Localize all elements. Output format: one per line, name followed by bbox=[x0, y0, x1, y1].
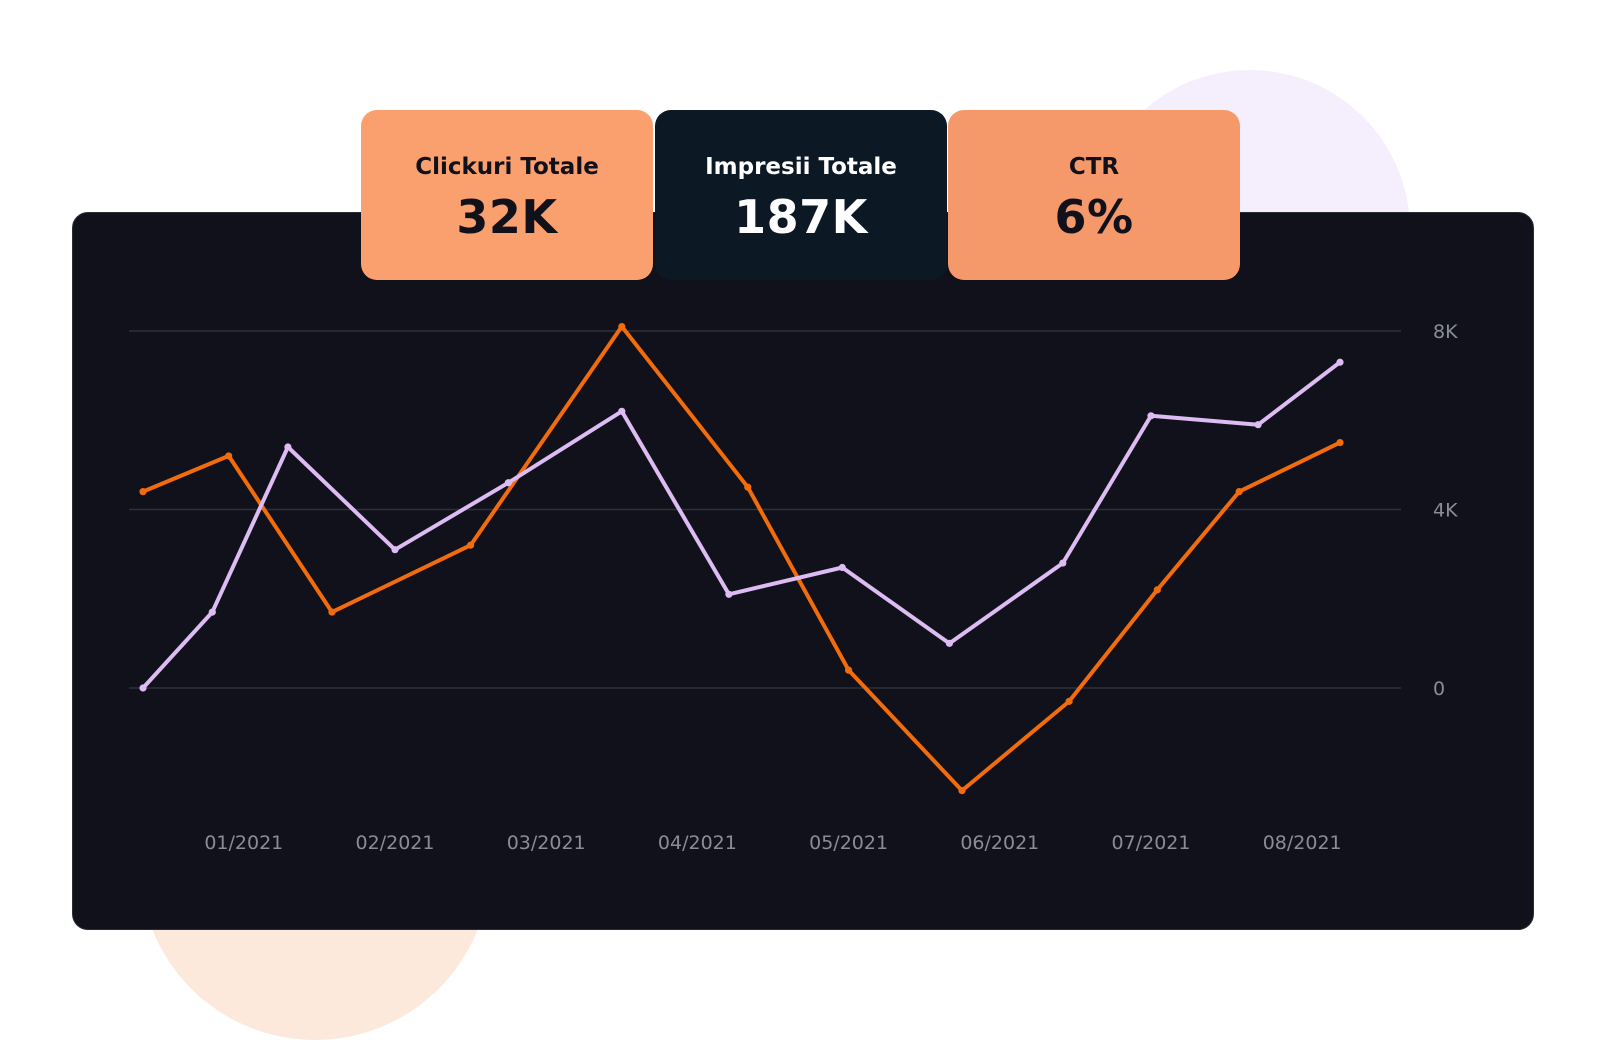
line-chart: 8K 4K 0 01/2021 02/2021 03/2021 04/2021 05/2021… bbox=[129, 321, 1458, 854]
y-tick-label: 0 bbox=[1433, 678, 1445, 700]
data-point bbox=[225, 452, 233, 460]
x-tick-label: 02/2021 bbox=[356, 832, 435, 854]
data-point bbox=[1153, 586, 1161, 594]
data-point bbox=[618, 322, 626, 331]
x-tick-label: 05/2021 bbox=[809, 832, 888, 854]
y-tick-label: 8K bbox=[1433, 321, 1458, 343]
data-point bbox=[1336, 358, 1344, 366]
chart-card: 8K 4K 0 01/2021 02/2021 03/2021 04/2021 05/2021… bbox=[72, 212, 1534, 930]
series-line-1 bbox=[141, 360, 1342, 690]
series-line-0 bbox=[141, 324, 1342, 793]
kpi-label: CTR bbox=[1068, 154, 1120, 180]
kpi-label: Impresii Totale bbox=[705, 154, 897, 180]
data-point bbox=[838, 563, 846, 572]
data-point bbox=[1336, 438, 1344, 447]
data-point bbox=[1147, 412, 1155, 420]
kpi-value: 187K bbox=[734, 190, 868, 244]
kpi-label: Clickuri Totale bbox=[415, 154, 599, 180]
data-point bbox=[725, 590, 733, 598]
kpi-card-ctr: CTR 6% bbox=[948, 110, 1240, 280]
y-tick-label: 4K bbox=[1433, 500, 1458, 522]
x-tick-label: 06/2021 bbox=[960, 832, 1039, 854]
data-point bbox=[1235, 488, 1243, 496]
kpi-value: 32K bbox=[456, 190, 558, 244]
kpi-card-impressions: Impresii Totale 187K bbox=[655, 110, 947, 280]
data-point bbox=[284, 443, 292, 451]
data-point bbox=[1254, 421, 1262, 429]
data-point bbox=[328, 608, 336, 616]
x-tick-label: 08/2021 bbox=[1263, 832, 1342, 854]
data-point bbox=[467, 541, 475, 549]
data-point bbox=[139, 684, 147, 692]
data-point bbox=[958, 787, 966, 795]
x-tick-label: 04/2021 bbox=[658, 832, 737, 854]
x-tick-label: 07/2021 bbox=[1112, 832, 1191, 854]
x-tick-label: 01/2021 bbox=[204, 832, 283, 854]
data-point bbox=[1059, 559, 1067, 567]
data-point bbox=[845, 666, 853, 674]
data-point bbox=[391, 546, 399, 554]
data-point bbox=[744, 483, 752, 491]
data-point bbox=[504, 479, 512, 487]
kpi-card-clicks: Clickuri Totale 32K bbox=[361, 110, 653, 280]
kpi-value: 6% bbox=[1054, 190, 1134, 244]
data-point bbox=[139, 488, 147, 496]
data-point bbox=[618, 407, 626, 415]
data-point bbox=[208, 608, 216, 616]
data-point bbox=[945, 639, 954, 647]
x-tick-label: 03/2021 bbox=[507, 832, 586, 854]
data-point bbox=[1065, 697, 1073, 705]
